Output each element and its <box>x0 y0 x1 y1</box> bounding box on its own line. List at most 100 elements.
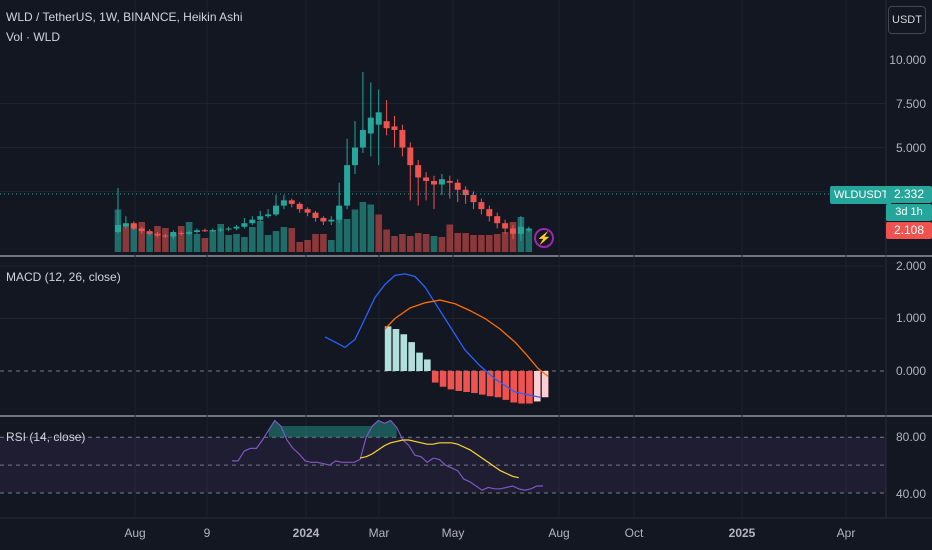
candle-body <box>194 230 200 233</box>
candle-body <box>217 229 224 231</box>
rsi-axis-label: 40.00 <box>896 487 926 501</box>
candle-body <box>130 223 137 229</box>
volume-bar <box>146 232 153 252</box>
volume-bar <box>296 242 303 252</box>
candle-body <box>383 121 390 129</box>
macd-histogram-bar <box>486 371 494 397</box>
macd-axis-label: 0.000 <box>896 364 926 378</box>
volume-bar <box>391 236 398 252</box>
candle-body <box>423 177 430 181</box>
countdown-tag: 3d 1h <box>886 204 932 221</box>
candle-body <box>162 235 169 237</box>
macd-histogram-bar <box>533 371 541 402</box>
volume-legend: Vol · WLD <box>6 30 61 44</box>
candle-body <box>225 228 232 230</box>
price-axis-label: 10.000 <box>889 53 926 67</box>
volume-bar <box>486 235 493 252</box>
time-axis-label: Aug <box>124 526 145 540</box>
volume-bar <box>162 228 169 252</box>
macd-histogram-bar <box>518 371 525 404</box>
volume-bar <box>501 232 509 252</box>
candle-body <box>407 147 414 166</box>
candle-body <box>138 228 145 232</box>
time-axis-label: Aug <box>548 526 569 540</box>
volume-bar <box>256 221 264 252</box>
macd-histogram-bar <box>526 371 533 404</box>
volume-bar <box>438 237 446 252</box>
volume-bar <box>201 238 209 252</box>
time-axis-label: Oct <box>625 526 644 540</box>
rsi-axis-label: 80.00 <box>896 430 926 444</box>
volume-bar <box>225 235 232 252</box>
candle-body <box>233 226 240 229</box>
time-axis-label: 9 <box>204 526 211 540</box>
volume-bar <box>154 226 161 252</box>
volume-bar <box>359 202 367 252</box>
macd-histogram-bar <box>439 371 447 387</box>
volume-bar <box>335 209 343 252</box>
candle-body <box>265 214 272 217</box>
volume-bar <box>328 240 335 252</box>
volume-bar <box>241 237 248 252</box>
candle-body <box>510 228 516 234</box>
volume-bar <box>130 224 138 252</box>
volume-bar <box>407 236 414 252</box>
candle-body <box>454 182 461 190</box>
currency-button[interactable]: USDT <box>888 6 926 34</box>
candle-body <box>494 216 501 224</box>
rsi-ma-line <box>359 439 519 479</box>
volume-bar <box>351 209 359 252</box>
volume-bar <box>209 230 217 252</box>
rsi-overbought-fill <box>268 420 397 438</box>
volume-bar <box>454 233 461 252</box>
last-price-tag: 2.332 <box>886 186 932 203</box>
candle-body <box>399 129 406 148</box>
candle-body <box>462 189 469 196</box>
candle-body <box>273 205 279 215</box>
time-axis-label: Mar <box>369 526 390 540</box>
volume-bar <box>249 227 256 252</box>
volume-bar <box>272 231 280 252</box>
candle-body <box>288 200 295 204</box>
time-axis-label: 2024 <box>293 526 320 540</box>
time-axis-label: Apr <box>837 526 856 540</box>
volume-bar <box>430 236 438 252</box>
chart-grid <box>0 0 932 519</box>
ticker-label: WLDUSDT <box>830 186 893 204</box>
macd-histogram-bar <box>416 352 423 371</box>
volume-bar <box>312 234 319 252</box>
volume-bar <box>138 222 145 252</box>
volume-bar <box>446 224 454 252</box>
candle-body <box>115 224 121 233</box>
candle-body <box>415 165 422 178</box>
volume-bar <box>470 235 477 252</box>
candle-body <box>122 223 129 227</box>
volume-bar <box>478 235 485 252</box>
macd-histogram-bar <box>447 371 455 390</box>
rsi-pane[interactable] <box>0 419 886 494</box>
candle-body <box>170 232 177 237</box>
volume-bar <box>399 234 406 252</box>
macd-histogram-bar <box>510 371 517 403</box>
macd-histogram-bar <box>463 371 470 392</box>
rsi-line <box>232 419 544 491</box>
lightning-icon[interactable]: ⚡ <box>534 228 554 248</box>
volume-bar <box>304 240 311 252</box>
macd-pane[interactable] <box>0 273 886 404</box>
volume-bar <box>367 204 375 252</box>
macd-histogram-bar <box>392 329 400 371</box>
price-axis-label: 5.000 <box>896 141 926 155</box>
macd-histogram-bar <box>384 326 392 371</box>
volume-bar <box>320 234 327 252</box>
candle-body <box>257 216 264 220</box>
candle-body <box>312 212 319 218</box>
macd-histogram-bar <box>400 334 408 371</box>
price-pane[interactable] <box>0 71 886 252</box>
candle-body <box>446 180 453 183</box>
macd-axis-label: 1.000 <box>896 311 926 325</box>
volume-bar <box>280 227 288 252</box>
volume-bar <box>193 234 201 252</box>
candle-body <box>367 117 374 134</box>
candle-body <box>431 180 437 185</box>
